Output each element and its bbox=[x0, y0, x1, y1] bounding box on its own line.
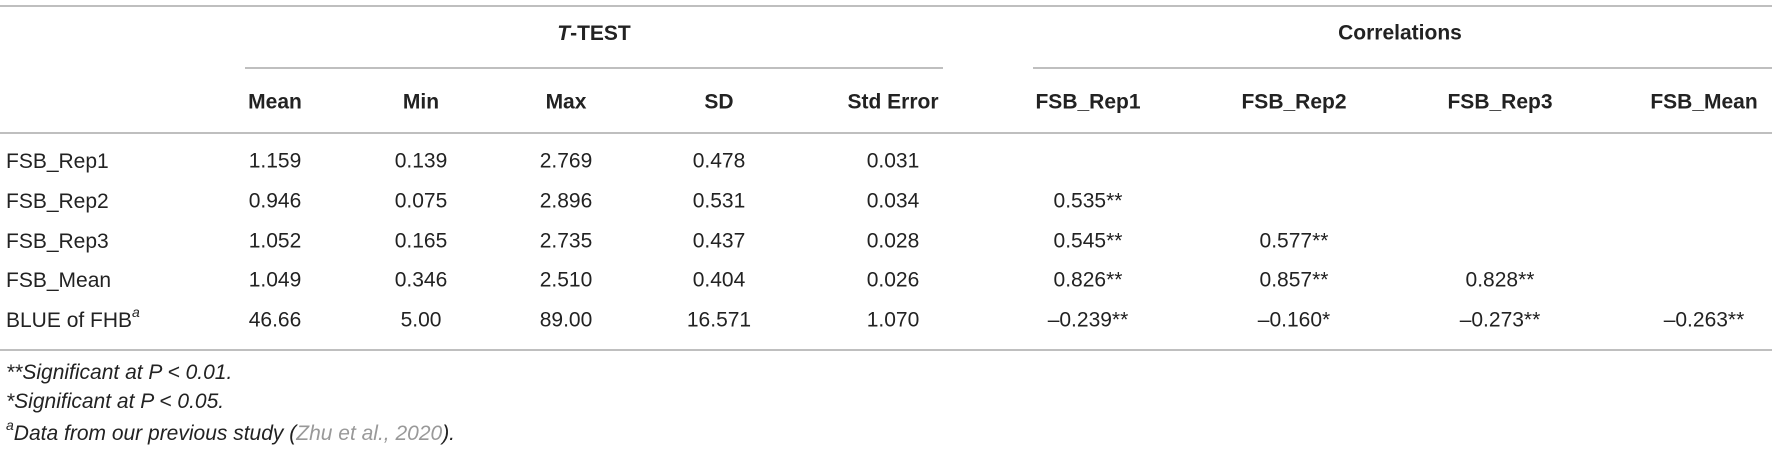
footnote-text: **Significant at P < 0.01. bbox=[6, 361, 232, 384]
cell: 0.031 bbox=[867, 150, 920, 173]
italic-part: T bbox=[557, 22, 572, 45]
column-header: FSB_Rep3 bbox=[1447, 91, 1552, 114]
cell: 0.826** bbox=[1054, 269, 1123, 292]
cell: –0.160* bbox=[1258, 309, 1330, 332]
group-header: T-TEST bbox=[557, 22, 631, 45]
column-header: FSB_Mean bbox=[1650, 91, 1757, 114]
cell: 0.857** bbox=[1260, 269, 1329, 292]
cell: 1.052 bbox=[249, 230, 302, 253]
label-text: FSB_Mean bbox=[6, 269, 111, 292]
row-label: FSB_Rep3 bbox=[6, 230, 109, 253]
group-header: Correlations bbox=[1338, 22, 1462, 45]
cell: 0.478 bbox=[693, 150, 746, 173]
cell: –0.273** bbox=[1460, 309, 1541, 332]
cell: 0.577** bbox=[1260, 230, 1329, 253]
footnote-text: Data from our previous study ( bbox=[14, 422, 298, 445]
column-header: Std Error bbox=[847, 91, 938, 114]
column-header: Min bbox=[403, 91, 439, 114]
cell: 16.571 bbox=[687, 309, 751, 332]
footnote-end: ). bbox=[439, 422, 455, 445]
cell: 0.165 bbox=[395, 230, 448, 253]
label-text: FSB_Rep1 bbox=[6, 150, 109, 173]
label-text: FSB_Rep2 bbox=[6, 190, 109, 213]
cell: 1.159 bbox=[249, 150, 302, 173]
cell: –0.239** bbox=[1048, 309, 1129, 332]
cell: 2.769 bbox=[540, 150, 593, 173]
superscript: a bbox=[132, 304, 140, 320]
cell: –0.263** bbox=[1664, 309, 1745, 332]
cell: 0.139 bbox=[395, 150, 448, 173]
superscript: a bbox=[6, 417, 14, 433]
column-header: Mean bbox=[248, 91, 302, 114]
cell: 0.531 bbox=[693, 190, 746, 213]
row-label: FSB_Rep1 bbox=[6, 150, 109, 173]
cell: 0.828** bbox=[1466, 269, 1535, 292]
cell: 0.346 bbox=[395, 269, 448, 292]
row-label: FSB_Rep2 bbox=[6, 190, 109, 213]
cell: 0.034 bbox=[867, 190, 920, 213]
footnote-text: *Significant at P < 0.05. bbox=[6, 390, 224, 413]
footnote: aData from our previous study (Zhu et al… bbox=[6, 417, 455, 445]
cell: 0.026 bbox=[867, 269, 920, 292]
text-part: -TEST bbox=[570, 22, 631, 45]
cell: 1.049 bbox=[249, 269, 302, 292]
cell: 1.070 bbox=[867, 309, 920, 332]
cell: 0.535** bbox=[1054, 190, 1123, 213]
column-header: FSB_Rep1 bbox=[1035, 91, 1140, 114]
column-header: FSB_Rep2 bbox=[1241, 91, 1346, 114]
cell: 5.00 bbox=[401, 309, 442, 332]
cell: 0.404 bbox=[693, 269, 746, 292]
cell: 46.66 bbox=[249, 309, 302, 332]
cell: 2.896 bbox=[540, 190, 593, 213]
label-text: FSB_Rep3 bbox=[6, 230, 109, 253]
footnote: *Significant at P < 0.05. bbox=[6, 390, 224, 413]
column-header: Max bbox=[546, 91, 587, 114]
cell: 0.946 bbox=[249, 190, 302, 213]
cell: 0.075 bbox=[395, 190, 448, 213]
column-header: SD bbox=[704, 91, 733, 114]
cell: 0.545** bbox=[1054, 230, 1123, 253]
cell: 2.735 bbox=[540, 230, 593, 253]
cell: 89.00 bbox=[540, 309, 593, 332]
label-text: BLUE of FHB bbox=[6, 309, 132, 332]
citation-link[interactable]: Zhu et al., 2020 bbox=[295, 422, 442, 445]
cell: 2.510 bbox=[540, 269, 593, 292]
row-label: FSB_Mean bbox=[6, 269, 111, 292]
cell: 0.437 bbox=[693, 230, 746, 253]
footnote: **Significant at P < 0.01. bbox=[6, 361, 232, 384]
cell: 0.028 bbox=[867, 230, 920, 253]
row-label: BLUE of FHBa bbox=[6, 304, 140, 332]
